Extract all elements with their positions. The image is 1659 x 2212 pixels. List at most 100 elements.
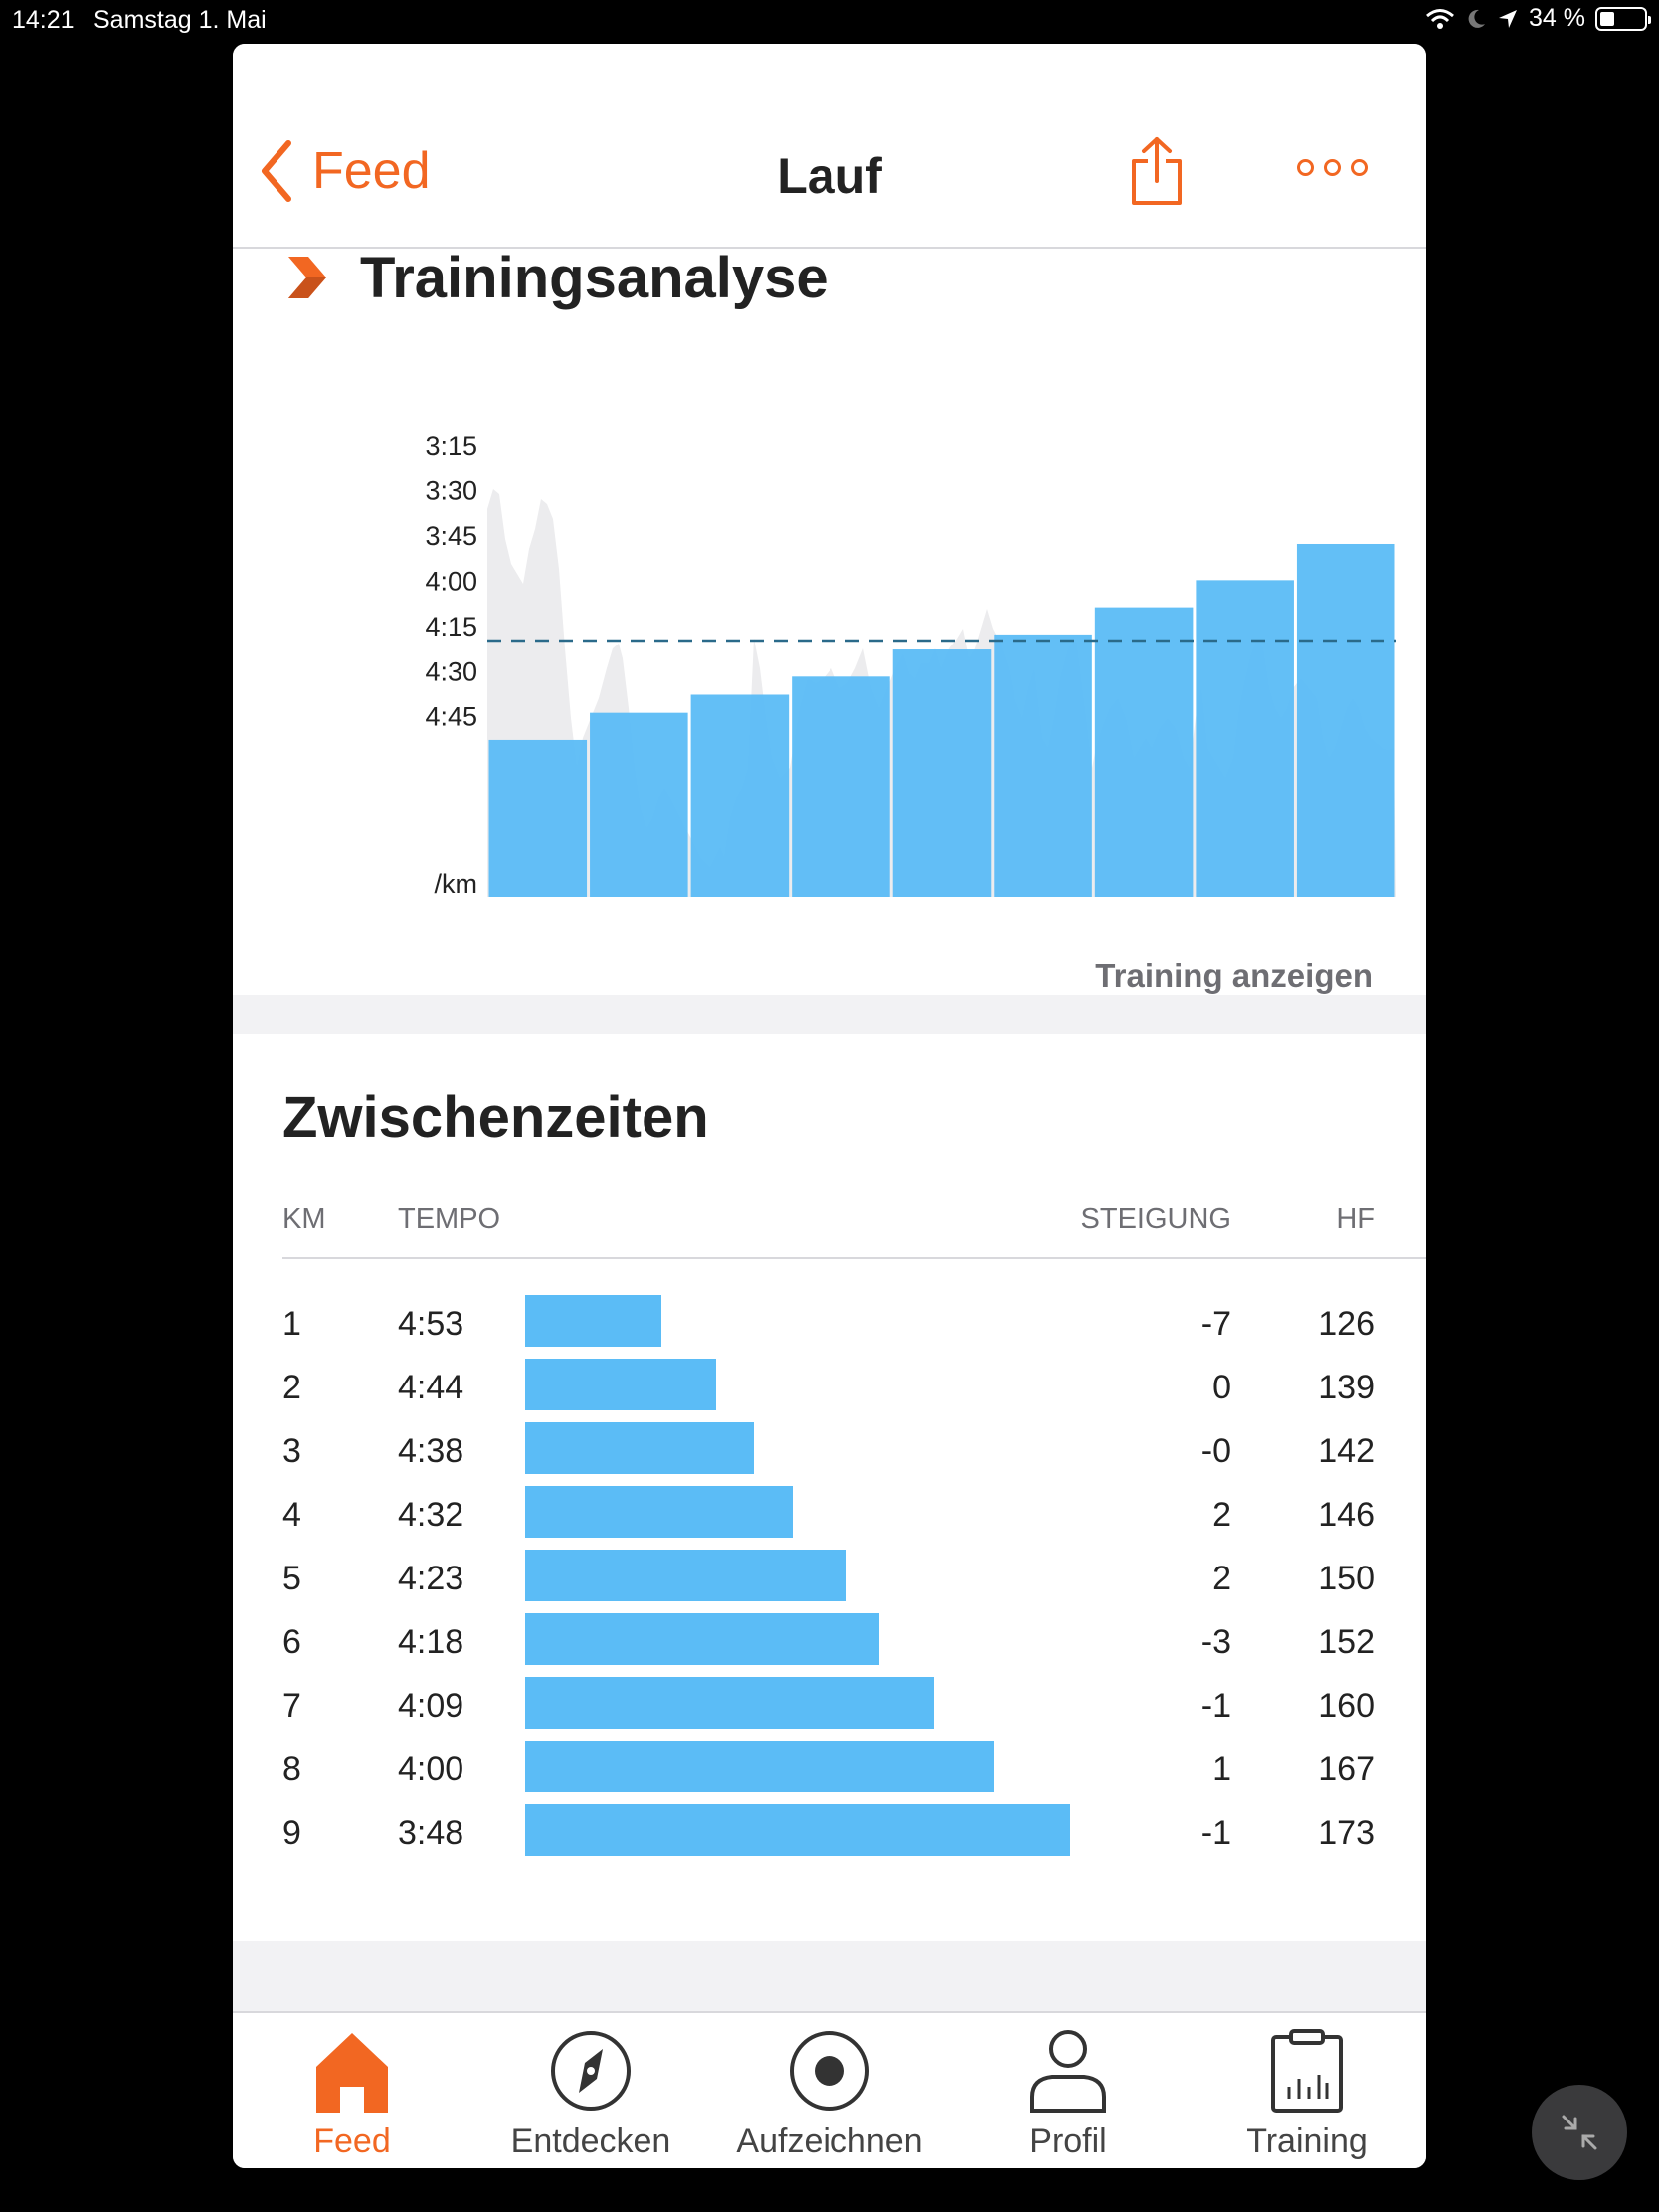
pace-bar-km-3 [690, 694, 790, 897]
collapse-window-button[interactable] [1532, 2085, 1627, 2180]
y-axis-unit: /km [435, 869, 478, 899]
split-km: 2 [282, 1369, 301, 1406]
pace-bar-km-5 [892, 649, 992, 897]
split-pace-bar [525, 1550, 846, 1601]
tab-label: Aufzeichnen [736, 2122, 923, 2160]
back-label: Feed [312, 142, 431, 200]
dot-icon [1351, 159, 1368, 176]
tab-training[interactable]: Training [1188, 2013, 1426, 2168]
split-elevation: 1 [1212, 1751, 1231, 1788]
dot-icon [1324, 159, 1341, 176]
y-tick-label: 3:15 [425, 431, 477, 461]
split-tempo: 4:23 [398, 1560, 464, 1597]
split-km: 1 [282, 1305, 301, 1343]
clipboard-icon [1271, 2029, 1343, 2113]
split-tempo: 3:48 [398, 1814, 464, 1852]
split-row: 1 4:53 -7 126 [233, 1295, 1426, 1359]
split-row: 2 4:44 0 139 [233, 1359, 1426, 1422]
split-pace-bar [525, 1677, 934, 1729]
splits-title: Zwischenzeiten [282, 1085, 709, 1150]
section-separator [233, 1941, 1426, 2011]
split-row: 6 4:18 -3 152 [233, 1613, 1426, 1677]
split-row: 9 3:48 -1 173 [233, 1804, 1426, 1868]
split-pace-bar [525, 1613, 879, 1665]
splits-section: Zwischenzeiten KM TEMPO STEIGUNG HF 1 4:5… [233, 1034, 1426, 1941]
split-tempo: 4:38 [398, 1432, 464, 1470]
split-heart-rate: 142 [1318, 1432, 1375, 1470]
split-km: 3 [282, 1432, 301, 1470]
split-pace-bar [525, 1741, 994, 1792]
split-pace-bar [525, 1359, 716, 1410]
pace-bar-km-8 [1196, 580, 1294, 897]
pace-bar-km-7 [1094, 607, 1194, 897]
status-bar: 14:21 Samstag 1. Mai 34 % [0, 0, 1659, 40]
split-heart-rate: 173 [1318, 1814, 1375, 1852]
pace-bar-km-9 [1296, 543, 1395, 897]
section-separator [233, 995, 1426, 1034]
split-row: 7 4:09 -1 160 [233, 1677, 1426, 1741]
analysis-chevron-icon [288, 257, 326, 298]
split-heart-rate: 152 [1318, 1623, 1375, 1661]
y-tick-label: 3:45 [425, 521, 477, 551]
split-tempo: 4:44 [398, 1369, 464, 1406]
page-title: Lauf [777, 148, 882, 204]
moon-icon [1468, 9, 1486, 28]
split-row: 4 4:32 2 146 [233, 1486, 1426, 1550]
person-icon [1030, 2030, 1106, 2113]
tab-feed[interactable]: Feed [233, 2013, 471, 2168]
split-tempo: 4:32 [398, 1496, 464, 1534]
pace-bar-km-2 [590, 712, 688, 897]
tab-aufzeichnen[interactable]: Aufzeichnen [710, 2013, 949, 2168]
split-elevation: -1 [1200, 1687, 1231, 1725]
split-heart-rate: 150 [1318, 1560, 1375, 1597]
split-tempo: 4:00 [398, 1751, 464, 1788]
split-row: 3 4:38 -0 142 [233, 1422, 1426, 1486]
split-row: 8 4:00 1 167 [233, 1741, 1426, 1804]
battery-icon [1595, 6, 1651, 31]
tab-entdecken[interactable]: Entdecken [471, 2013, 710, 2168]
show-training-link[interactable]: Training anzeigen [1095, 957, 1373, 994]
tab-profil[interactable]: Profil [949, 2013, 1188, 2168]
split-km: 5 [282, 1560, 301, 1597]
home-icon [316, 2033, 388, 2113]
split-elevation: 2 [1212, 1560, 1231, 1597]
split-heart-rate: 126 [1318, 1305, 1375, 1343]
split-elevation: -7 [1200, 1305, 1231, 1343]
header-steigung: STEIGUNG [1080, 1203, 1231, 1235]
pace-bar-km-6 [994, 634, 1092, 897]
split-pace-bar [525, 1295, 661, 1347]
split-elevation: 0 [1212, 1369, 1231, 1406]
status-date: Samstag 1. Mai [93, 6, 267, 34]
split-elevation: -0 [1200, 1432, 1231, 1470]
compass-icon [551, 2031, 631, 2111]
activity-panel: Feed Lauf Trainingsanalyse 3:15 [233, 44, 1426, 2168]
split-tempo: 4:09 [398, 1687, 464, 1725]
record-icon [790, 2031, 869, 2111]
y-tick-label: 4:15 [425, 612, 477, 642]
tab-label: Feed [313, 2122, 391, 2160]
more-options-button[interactable] [1297, 159, 1368, 176]
split-tempo: 4:53 [398, 1305, 464, 1343]
split-km: 9 [282, 1814, 301, 1852]
back-button[interactable]: Feed [259, 139, 431, 203]
split-km: 7 [282, 1687, 301, 1725]
pace-chart: 3:15 3:30 3:45 4:00 4:15 4:30 4:45 /km [425, 431, 1396, 899]
chevron-left-icon [262, 140, 291, 202]
tab-label: Training [1246, 2122, 1368, 2160]
share-icon [1132, 137, 1182, 205]
split-heart-rate: 160 [1318, 1687, 1375, 1725]
split-elevation: 2 [1212, 1496, 1231, 1534]
split-elevation: -3 [1200, 1623, 1231, 1661]
header-hf: HF [1336, 1203, 1375, 1235]
split-km: 6 [282, 1623, 301, 1661]
split-km: 4 [282, 1496, 301, 1534]
status-time: 14:21 [12, 6, 75, 34]
header-tempo: TEMPO [398, 1203, 501, 1235]
split-heart-rate: 146 [1318, 1496, 1375, 1534]
tab-label: Entdecken [510, 2122, 671, 2160]
dot-icon [1297, 159, 1314, 176]
header-divider [282, 1257, 1426, 1259]
split-heart-rate: 167 [1318, 1751, 1375, 1788]
y-tick-label: 4:00 [425, 566, 477, 596]
share-button[interactable] [1130, 135, 1184, 207]
